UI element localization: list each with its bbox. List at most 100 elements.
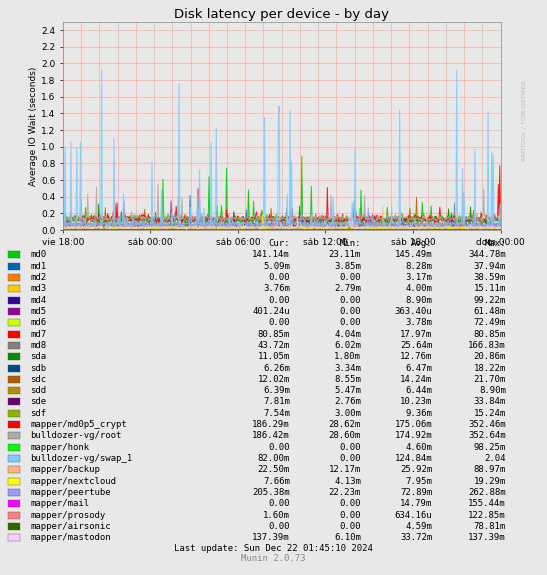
Text: 21.70m: 21.70m [474, 375, 506, 384]
Text: 37.94m: 37.94m [474, 262, 506, 271]
Text: bulldozer-vg/swap_1: bulldozer-vg/swap_1 [30, 454, 132, 463]
Text: 6.39m: 6.39m [263, 386, 290, 395]
Text: 11.05m: 11.05m [258, 352, 290, 361]
Text: Max:: Max: [485, 239, 506, 248]
Text: 0.00: 0.00 [269, 443, 290, 452]
Text: 6.02m: 6.02m [334, 341, 361, 350]
Text: 137.39m: 137.39m [468, 533, 506, 542]
Text: bulldozer-vg/root: bulldozer-vg/root [30, 431, 121, 440]
Text: 9.36m: 9.36m [405, 409, 432, 418]
Text: md1: md1 [30, 262, 46, 271]
Text: 5.47m: 5.47m [334, 386, 361, 395]
Text: 0.00: 0.00 [340, 522, 361, 531]
Text: 155.44m: 155.44m [468, 499, 506, 508]
Text: 0.00: 0.00 [269, 499, 290, 508]
Text: 18.22m: 18.22m [474, 363, 506, 373]
Text: 174.92m: 174.92m [394, 431, 432, 440]
Text: Avg:: Avg: [411, 239, 432, 248]
Text: 3.76m: 3.76m [263, 285, 290, 293]
Text: 28.62m: 28.62m [329, 420, 361, 429]
Text: 12.17m: 12.17m [329, 465, 361, 474]
Text: 3.00m: 3.00m [334, 409, 361, 418]
Text: md2: md2 [30, 273, 46, 282]
Text: 8.90m: 8.90m [479, 386, 506, 395]
Text: 61.48m: 61.48m [474, 307, 506, 316]
Text: 7.81m: 7.81m [263, 397, 290, 407]
Text: md5: md5 [30, 307, 46, 316]
Text: 72.89m: 72.89m [400, 488, 432, 497]
Text: 0.00: 0.00 [340, 296, 361, 305]
Text: 17.97m: 17.97m [400, 329, 432, 339]
Text: 186.42m: 186.42m [252, 431, 290, 440]
Text: mapper/airsonic: mapper/airsonic [30, 522, 110, 531]
Text: 0.00: 0.00 [269, 296, 290, 305]
Text: 10.23m: 10.23m [400, 397, 432, 407]
Text: 6.26m: 6.26m [263, 363, 290, 373]
Text: 25.64m: 25.64m [400, 341, 432, 350]
Text: 4.60m: 4.60m [405, 443, 432, 452]
Text: 124.84m: 124.84m [394, 454, 432, 463]
Text: 33.84m: 33.84m [474, 397, 506, 407]
Text: 20.86m: 20.86m [474, 352, 506, 361]
Text: 175.06m: 175.06m [394, 420, 432, 429]
Text: Munin 2.0.73: Munin 2.0.73 [241, 554, 306, 563]
Text: md0: md0 [30, 251, 46, 259]
Text: RRDTOOL / TOBI OETIKER: RRDTOOL / TOBI OETIKER [521, 81, 527, 161]
Text: 3.34m: 3.34m [334, 363, 361, 373]
Text: sde: sde [30, 397, 46, 407]
Text: 43.72m: 43.72m [258, 341, 290, 350]
Text: 1.60m: 1.60m [263, 511, 290, 519]
Text: 8.90m: 8.90m [405, 296, 432, 305]
Text: sda: sda [30, 352, 46, 361]
Text: 352.46m: 352.46m [468, 420, 506, 429]
Text: 4.04m: 4.04m [334, 329, 361, 339]
Text: 6.44m: 6.44m [405, 386, 432, 395]
Text: 3.17m: 3.17m [405, 273, 432, 282]
Text: Min:: Min: [340, 239, 361, 248]
Text: mapper/md0p5_crypt: mapper/md0p5_crypt [30, 420, 127, 429]
Text: md6: md6 [30, 319, 46, 327]
Text: 15.24m: 15.24m [474, 409, 506, 418]
Text: 12.76m: 12.76m [400, 352, 432, 361]
Text: sdf: sdf [30, 409, 46, 418]
Text: 22.23m: 22.23m [329, 488, 361, 497]
Text: 2.76m: 2.76m [334, 397, 361, 407]
Text: 23.11m: 23.11m [329, 251, 361, 259]
Text: 8.28m: 8.28m [405, 262, 432, 271]
Text: 0.00: 0.00 [340, 319, 361, 327]
Text: 141.14m: 141.14m [252, 251, 290, 259]
Text: 0.00: 0.00 [340, 511, 361, 519]
Text: 25.92m: 25.92m [400, 465, 432, 474]
Text: 4.00m: 4.00m [405, 285, 432, 293]
Text: 14.79m: 14.79m [400, 499, 432, 508]
Text: mapper/peertube: mapper/peertube [30, 488, 110, 497]
Text: mapper/prosody: mapper/prosody [30, 511, 106, 519]
Text: 2.04: 2.04 [485, 454, 506, 463]
Text: md7: md7 [30, 329, 46, 339]
Text: 80.85m: 80.85m [474, 329, 506, 339]
Text: 0.00: 0.00 [340, 273, 361, 282]
Text: Cur:: Cur: [269, 239, 290, 248]
Text: 0.00: 0.00 [340, 454, 361, 463]
Text: 344.78m: 344.78m [468, 251, 506, 259]
Text: 80.85m: 80.85m [258, 329, 290, 339]
Text: sdb: sdb [30, 363, 46, 373]
Text: 14.24m: 14.24m [400, 375, 432, 384]
Text: 3.78m: 3.78m [405, 319, 432, 327]
Text: 5.09m: 5.09m [263, 262, 290, 271]
Text: 82.00m: 82.00m [258, 454, 290, 463]
Text: 0.00: 0.00 [340, 499, 361, 508]
Text: 262.88m: 262.88m [468, 488, 506, 497]
Text: 72.49m: 72.49m [474, 319, 506, 327]
Text: 4.59m: 4.59m [405, 522, 432, 531]
Text: 38.59m: 38.59m [474, 273, 506, 282]
Text: 98.25m: 98.25m [474, 443, 506, 452]
Text: sdc: sdc [30, 375, 46, 384]
Text: 634.16u: 634.16u [394, 511, 432, 519]
Text: 22.50m: 22.50m [258, 465, 290, 474]
Text: 0.00: 0.00 [269, 319, 290, 327]
Text: mapper/honk: mapper/honk [30, 443, 89, 452]
Text: 78.81m: 78.81m [474, 522, 506, 531]
Text: 88.97m: 88.97m [474, 465, 506, 474]
Text: Last update: Sun Dec 22 01:45:10 2024: Last update: Sun Dec 22 01:45:10 2024 [174, 545, 373, 553]
